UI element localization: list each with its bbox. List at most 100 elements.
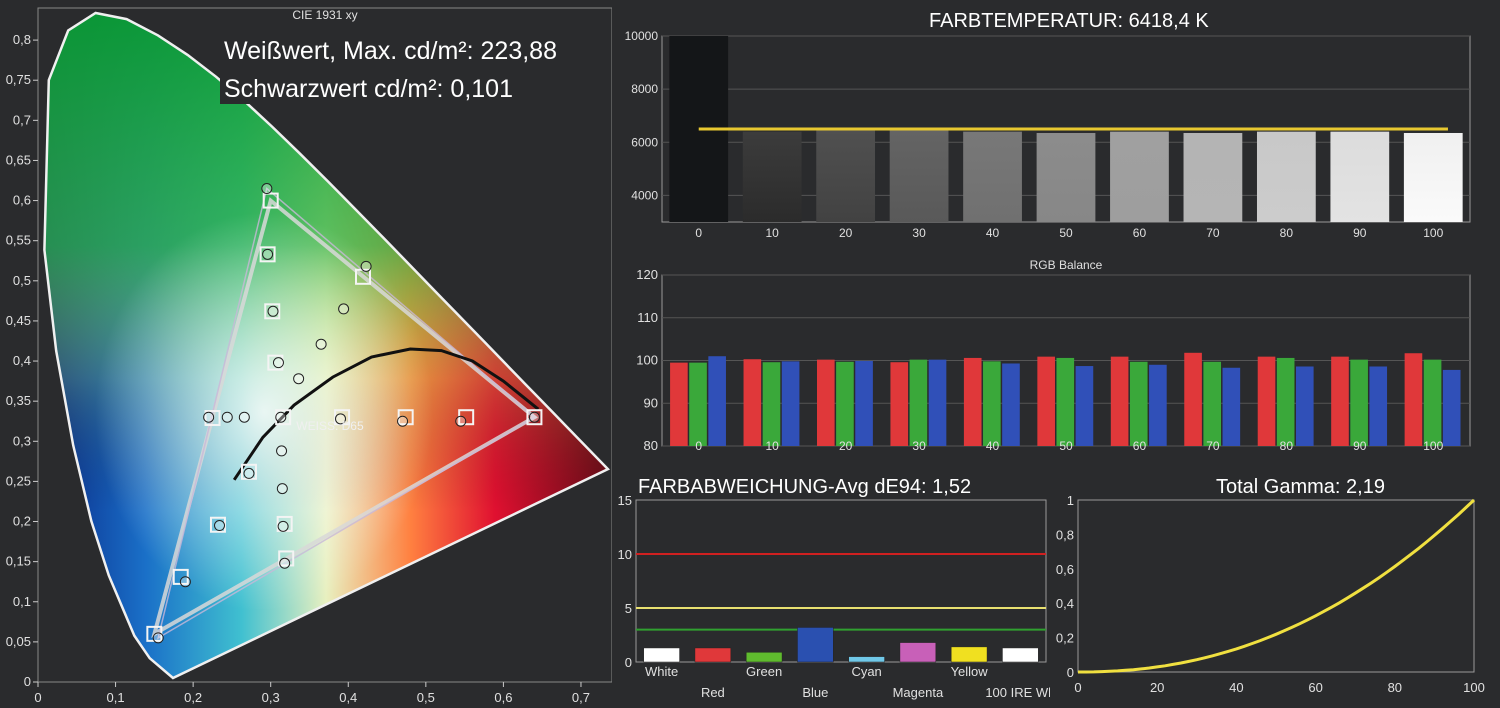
color-temp-bar — [816, 130, 876, 222]
rgb-balance-bar — [1184, 352, 1202, 446]
delta-e-x-tick-label: Cyan — [851, 664, 881, 679]
color-temp-bar — [1256, 131, 1316, 222]
rgb-balance-chart: RGB Balance 80 90 100 110 120 0 10 20 30 40 50 60 70 8… — [612, 255, 1500, 470]
delta-e-x-tick-label: Magenta — [893, 685, 944, 700]
rgb-balance-y-tick-label: 100 — [636, 353, 658, 368]
cie-panel: 0 0,1 0,2 0,3 0,4 0,5 0,6 0,7 0 0,05 0,1 0,15 0,2 0,2… — [0, 0, 612, 708]
color-temp-x-tick-label: 10 — [766, 226, 780, 240]
rgb-balance-x-tick-label: 50 — [1059, 439, 1073, 453]
gamma-x-tick-label: 40 — [1229, 680, 1243, 695]
white-max-label: Weißwert, Max. cd/m²: 223,88 — [220, 36, 561, 66]
rgb-balance-bar — [1002, 363, 1020, 446]
measured-point — [221, 411, 233, 423]
rgb-balance-bar — [836, 361, 854, 446]
cie-y-tick-label: 0,5 — [13, 273, 31, 288]
color-temp-x-tick-label: 30 — [912, 226, 926, 240]
target-marker — [267, 354, 284, 371]
color-temp-x-tick-label: 80 — [1280, 226, 1294, 240]
measured-point — [315, 338, 327, 350]
rgb-balance-title: RGB Balance — [1030, 258, 1103, 272]
color-temp-bar — [1403, 132, 1463, 222]
delta-e-bar — [848, 656, 885, 663]
rgb-balance-bar — [1295, 366, 1314, 446]
measured-point — [243, 467, 255, 479]
cie-x-tick-label: 0,7 — [572, 690, 590, 705]
delta-e-x-tick-label: Red — [701, 685, 725, 700]
cie-x-tick-label: 0,5 — [417, 690, 435, 705]
delta-e-y-tick-label: 0 — [625, 655, 632, 670]
rgb-balance-bar — [708, 356, 726, 446]
target-marker — [204, 410, 221, 427]
gamma-x-tick-label: 60 — [1308, 680, 1322, 695]
measured-point — [360, 260, 372, 272]
rgb-balance-panel: RGB Balance 80 90 100 110 120 0 10 20 30 40 50 60 70 8… — [612, 255, 1500, 470]
rgb-balance-bar — [762, 362, 781, 446]
target-marker — [526, 409, 543, 426]
cie-y-tick-label: 0,4 — [13, 353, 31, 368]
target-marker — [397, 409, 414, 426]
cie-y-tick-label: 0,65 — [6, 152, 31, 167]
rgb-balance-x-tick-label: 60 — [1133, 439, 1147, 453]
cie-y-tick-label: 0,45 — [6, 313, 31, 328]
rgb-balance-bar — [855, 360, 873, 446]
cie-y-tick-label: 0,8 — [13, 32, 31, 47]
delta-e-x-tick-label: 100 IRE Wh — [985, 685, 1050, 700]
measured-gamut-triangle — [157, 187, 536, 640]
delta-e-bar — [694, 647, 732, 663]
delta-e-bar — [950, 646, 988, 663]
cie-y-tick-label: 0,7 — [13, 112, 31, 127]
cie-y-tick-label: 0,3 — [13, 433, 31, 448]
rgb-balance-bar — [928, 359, 947, 446]
measured-point — [276, 445, 288, 457]
rgb-balance-bar — [816, 359, 835, 446]
cie-title: CIE 1931 xy — [292, 8, 357, 22]
cie-x-tick-label: 0,1 — [107, 690, 125, 705]
measured-point — [397, 415, 409, 427]
measured-point — [335, 413, 347, 425]
cie-y-tick-label: 0,35 — [6, 393, 31, 408]
rgb-balance-bar — [1404, 353, 1423, 446]
color-temp-x-tick-label: 90 — [1353, 226, 1367, 240]
measured-point — [276, 483, 288, 495]
delta-e-y-tick-label: 10 — [618, 547, 632, 562]
rgb-balance-bar — [983, 361, 1001, 446]
target-gamut-triangle — [151, 197, 538, 639]
gamma-y-tick-label: 0,2 — [1056, 631, 1074, 646]
gamma-y-tick-label: 0 — [1067, 665, 1074, 680]
rgb-balance-bar — [1331, 356, 1349, 446]
rgb-balance-x-tick-label: 40 — [986, 439, 1000, 453]
color-temp-y-tick-label: 8000 — [631, 82, 658, 96]
rgb-balance-bar — [1442, 369, 1461, 446]
measured-point — [455, 415, 467, 427]
rgb-balance-bar — [1350, 359, 1368, 446]
cie-x-tick-label: 0,4 — [339, 690, 357, 705]
rgb-balance-bar — [1129, 361, 1148, 446]
rgb-balance-x-tick-label: 90 — [1353, 439, 1367, 453]
gamma-y-tick-label: 0,6 — [1056, 562, 1074, 577]
rgb-balance-bar — [743, 359, 762, 446]
rgb-balance-bar — [1037, 356, 1055, 446]
rgb-balance-bar — [1222, 367, 1241, 446]
color-temp-y-tick-label: 4000 — [631, 188, 658, 202]
rgb-balance-bar — [1203, 361, 1222, 446]
color-temp-chart: 4000 6000 8000 10000 0 10 20 30 40 50 60 70 80 90 100 — [612, 0, 1500, 245]
gamma-y-tick-label: 1 — [1067, 493, 1074, 508]
rgb-balance-bar — [1056, 357, 1075, 446]
cie-y-tick-label: 0,75 — [6, 72, 31, 87]
delta-e-x-tick-label: Blue — [802, 685, 828, 700]
delta-e-panel: 0 5 10 15 White Red Green Blue Cyan Magenta Yellow… — [612, 470, 1050, 708]
rgb-balance-bar — [963, 357, 982, 446]
delta-e-bar — [1002, 647, 1039, 663]
color-temp-x-tick-label: 70 — [1206, 226, 1220, 240]
rgb-balance-bar — [1423, 359, 1442, 446]
delta-e-y-tick-label: 15 — [618, 493, 632, 508]
measured-point — [267, 305, 279, 317]
color-temp-bar — [742, 131, 802, 222]
rgb-balance-bar — [890, 362, 909, 446]
delta-e-bar — [899, 642, 937, 663]
color-temp-bar — [1183, 132, 1243, 222]
measured-point — [214, 520, 226, 532]
color-temp-bar — [1110, 131, 1169, 222]
cie-y-tick-label: 0 — [24, 674, 31, 689]
rgb-balance-bar — [1110, 356, 1129, 446]
